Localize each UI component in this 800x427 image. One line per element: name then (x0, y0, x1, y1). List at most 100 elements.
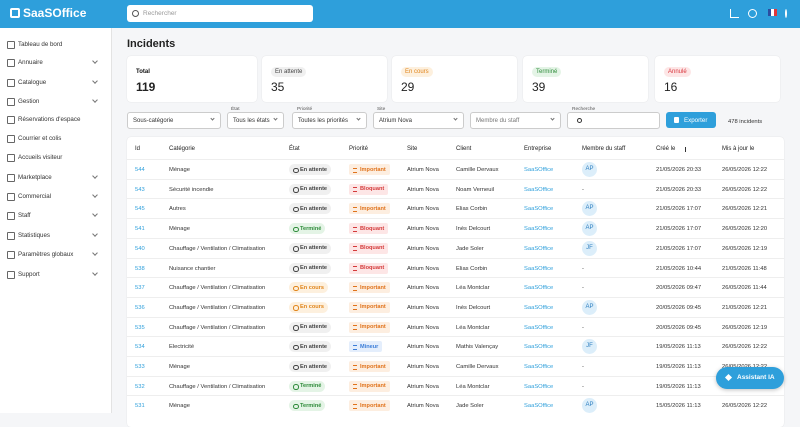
cell-id[interactable]: 537 (135, 285, 145, 292)
table-row[interactable]: 532 Chauffage / Ventilation / Climatisati… (127, 375, 784, 396)
cell-created: 21/05/2026 17:07 (656, 206, 702, 213)
global-search[interactable]: Rechercher (127, 5, 313, 22)
sidebar-item[interactable]: Statistiques (0, 226, 111, 244)
table-row[interactable]: 535 Chauffage / Ventilation / Climatisati… (127, 316, 784, 337)
icon-button[interactable] (730, 9, 739, 18)
cell-id[interactable]: 540 (135, 245, 145, 252)
cell-id[interactable]: 535 (135, 324, 145, 331)
stat-value: 35 (271, 80, 285, 94)
table-row[interactable]: 536 Chauffage / Ventilation / Climatisati… (127, 296, 784, 317)
cell-company[interactable]: SaaSOffice (524, 167, 554, 173)
cell-id[interactable]: 531 (135, 403, 145, 410)
table-row[interactable]: 534 Electricité En attente Mineur Atrium Nov… (127, 336, 784, 356)
table-row[interactable]: 538 Nuisance chantier En attente Bloquant At… (127, 257, 784, 278)
sidebar-item[interactable]: Réservations d'espace (0, 110, 111, 128)
chevron (92, 58, 98, 64)
cell-company[interactable]: SaaSOffice (524, 245, 554, 252)
cell-created: 19/05/2026 11:13 (656, 344, 701, 351)
sidebar-item[interactable]: Commercial (0, 187, 111, 205)
sidebar-item[interactable]: Paramètres globaux (0, 245, 111, 263)
priority-badge: Important (349, 361, 390, 372)
cell-id[interactable]: 543 (135, 186, 145, 193)
sidebar-item[interactable]: Tableau de bord (0, 35, 111, 53)
stat-label: En attente (271, 67, 307, 77)
menu-button[interactable] (785, 9, 787, 18)
cell-site: Atrium Nova (407, 285, 439, 292)
sidebar-item[interactable]: Courrier et colis (0, 129, 111, 147)
cell-company[interactable]: SaaSOffice (524, 265, 554, 272)
table-row[interactable]: 537 Chauffage / Ventilation / Climatisati… (127, 277, 784, 297)
table-row[interactable]: 543 Sécurité incendie En attente Bloquant At… (127, 178, 784, 199)
cell-id[interactable]: 534 (135, 344, 145, 351)
cell-company[interactable]: SaaSOffice (524, 206, 554, 213)
chevron (92, 270, 98, 276)
cell-created: 21/05/2026 10:44 (656, 265, 702, 272)
table-row[interactable]: 544 Ménage En attente Important Atrium Nova C… (127, 159, 784, 179)
cell-site: Atrium Nova (407, 265, 439, 272)
assistant-button[interactable]: Assistant IA (716, 367, 784, 389)
cell-id[interactable]: 533 (135, 364, 145, 370)
subcategory-select[interactable]: Sous-catégorie (127, 112, 221, 129)
priority-select[interactable]: Toutes les priorités (292, 112, 367, 129)
staff-avatar: AP (582, 299, 597, 315)
cell-updated: 21/05/2026 12:21 (722, 304, 768, 311)
column-header: Priorité (349, 146, 369, 152)
cell-company[interactable]: SaaSOffice (524, 383, 554, 390)
table-row[interactable]: 540 Chauffage / Ventilation / Climatisati… (127, 237, 784, 258)
cell-company[interactable]: SaaSOffice (524, 285, 554, 292)
priority-badge: Important (349, 282, 390, 294)
cell-company[interactable]: SaaSOffice (524, 304, 554, 311)
sidebar-item[interactable]: Catalogue (0, 73, 111, 91)
site-select[interactable]: Atrium Nova (373, 112, 464, 129)
logo-text: SaaSOffice (23, 6, 87, 20)
table-row[interactable]: 541 Ménage Terminé Bloquant Atrium Nova Inès … (127, 218, 784, 238)
state-select[interactable]: Tous les états (227, 112, 284, 129)
cell-company[interactable]: SaaSOffice (524, 186, 554, 193)
cell-site: Atrium Nova (407, 364, 439, 370)
chevron (92, 97, 98, 103)
cell-client: Inès Delcourt (456, 304, 491, 311)
theme-toggle[interactable] (748, 9, 757, 18)
cell-id[interactable]: 538 (135, 265, 145, 272)
cell-client: Elias Corbin (456, 265, 488, 272)
field-label: Priorité (296, 107, 314, 112)
sort-arrow[interactable] (685, 147, 686, 152)
sidebar-item[interactable]: Gestion (0, 92, 111, 110)
incidents-table: Id Catégorie État Priorité Site Client Entrepr… (127, 137, 784, 427)
cell-company[interactable]: SaaSOffice (524, 324, 554, 331)
column-header: Membre du staff (582, 146, 626, 152)
cell-company[interactable]: SaaSOffice (524, 226, 554, 233)
sidebar-item[interactable]: Accueils visiteur (0, 148, 111, 166)
cell-site: Atrium Nova (407, 403, 439, 410)
table-row[interactable]: 533 Ménage En attente Important Atrium Nova C… (127, 356, 784, 376)
column-header[interactable]: Créé le (656, 146, 676, 152)
export-button[interactable]: Exporter (666, 112, 716, 128)
table-row[interactable]: 545 Autres En attente Important Atrium Nova E… (127, 198, 784, 218)
column-header: Catégorie (169, 146, 196, 152)
cell-category: Autres (169, 206, 186, 213)
chevron (92, 192, 98, 198)
table-row[interactable]: 531 Ménage Terminé Important Atrium Nova Jade… (127, 395, 784, 415)
sidebar-item[interactable]: Marketplace (0, 168, 111, 186)
search-input[interactable] (567, 112, 660, 129)
column-header: Mis à jour le (722, 146, 755, 152)
cell-id[interactable]: 545 (135, 206, 145, 213)
cell-id[interactable]: 544 (135, 167, 145, 173)
cell-company[interactable]: SaaSOffice (524, 364, 554, 370)
stat-card: Annulé 16 (655, 56, 780, 102)
cell-company[interactable]: SaaSOffice (524, 403, 554, 410)
select-text: Tous les états (233, 118, 270, 124)
cell-id[interactable]: 541 (135, 226, 145, 233)
field-label: Recherche (571, 107, 597, 112)
language-flag[interactable] (768, 9, 777, 16)
logo[interactable]: SaaSOffice (10, 6, 86, 20)
cell-company[interactable]: SaaSOffice (524, 344, 554, 351)
staff-select[interactable]: Membre du staff (470, 112, 561, 129)
sidebar-item[interactable]: Staff (0, 206, 111, 224)
state-badge: Terminé (289, 223, 326, 235)
sidebar-item[interactable]: Annuaire (0, 53, 111, 71)
cell-id[interactable]: 532 (135, 383, 145, 390)
cell-id[interactable]: 536 (135, 304, 145, 311)
sidebar-item[interactable]: Support (0, 265, 111, 283)
result-count: 478 incidents (728, 119, 763, 125)
